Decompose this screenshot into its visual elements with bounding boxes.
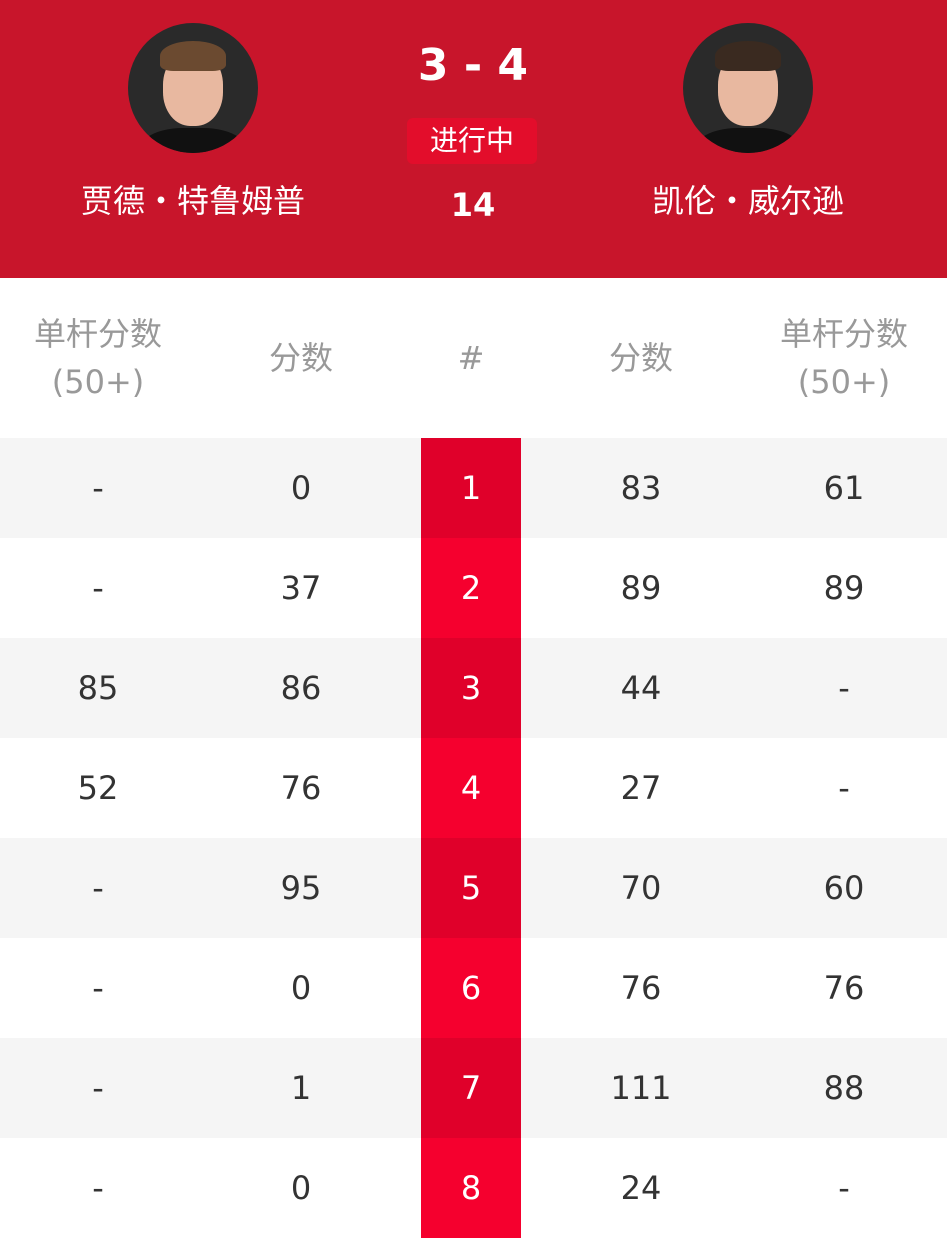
cell-score-right: 44 <box>620 669 662 707</box>
table-header: 单杆分数 (50+) 分数 # 分数 单杆分数 (50+) <box>0 278 947 438</box>
table-row: 85 86 3 44 - <box>0 638 947 738</box>
header-break-right: 单杆分数 (50+) <box>746 278 942 438</box>
match-score: 3 - 4 <box>417 40 529 91</box>
cell-score-left: 37 <box>280 569 322 607</box>
table-row: - 0 1 83 61 <box>0 438 947 538</box>
cell-score-right: 111 <box>610 1069 672 1107</box>
cell-frame-number: 8 <box>421 1138 521 1238</box>
cell-break-left: - <box>92 469 104 507</box>
cell-break-left: - <box>92 1169 104 1207</box>
table-row: - 0 6 76 76 <box>0 938 947 1038</box>
cell-score-right: 70 <box>620 869 662 907</box>
cell-frame-number: 4 <box>421 738 521 838</box>
table-row: 52 76 4 27 - <box>0 738 947 838</box>
cell-frame-number: 3 <box>421 638 521 738</box>
status-badge: 进行中 <box>407 118 537 164</box>
cell-score-left: 86 <box>280 669 322 707</box>
player-left-name: 贾德・特鲁姆普 <box>80 182 305 220</box>
cell-frame-number: 2 <box>421 538 521 638</box>
cell-break-right: - <box>838 1169 850 1207</box>
header-break-left-label: 单杆分数 <box>33 315 162 353</box>
header-break-right-sub: (50+) <box>797 363 891 401</box>
cell-break-left: - <box>92 969 104 1007</box>
cell-break-left: 52 <box>77 769 119 807</box>
player-right-avatar[interactable] <box>683 23 813 153</box>
player-left-avatar[interactable] <box>128 23 258 153</box>
cell-score-right: 89 <box>620 569 662 607</box>
cell-score-right: 83 <box>620 469 662 507</box>
cell-break-left: 85 <box>77 669 119 707</box>
frames-total: 14 <box>450 186 496 224</box>
cell-break-right: - <box>838 669 850 707</box>
cell-score-left: 0 <box>290 1169 312 1207</box>
cell-score-right: 76 <box>620 969 662 1007</box>
cell-score-left: 0 <box>290 469 312 507</box>
cell-break-left: - <box>92 869 104 907</box>
cell-score-left: 0 <box>290 969 312 1007</box>
cell-score-left: 76 <box>280 769 322 807</box>
cell-break-right: 89 <box>823 569 865 607</box>
cell-score-left: 95 <box>280 869 322 907</box>
cell-break-left: - <box>92 569 104 607</box>
header-break-left: 单杆分数 (50+) <box>0 278 196 438</box>
cell-frame-number: 7 <box>421 1038 521 1138</box>
cell-frame-number: 5 <box>421 838 521 938</box>
player-right-name: 凯伦・威尔逊 <box>651 182 844 220</box>
cell-score-right: 24 <box>620 1169 662 1207</box>
header-score-right: 分数 <box>608 339 673 377</box>
cell-break-left: - <box>92 1069 104 1107</box>
cell-score-left: 1 <box>290 1069 312 1107</box>
cell-frame-number: 6 <box>421 938 521 1038</box>
cell-break-right: - <box>838 769 850 807</box>
header-break-left-sub: (50+) <box>51 363 145 401</box>
cell-frame-number: 1 <box>421 438 521 538</box>
header-score-left: 分数 <box>268 339 333 377</box>
match-header: 贾德・特鲁姆普 3 - 4 进行中 14 凯伦・威尔逊 <box>0 0 947 278</box>
cell-break-right: 76 <box>823 969 865 1007</box>
header-break-right-label: 单杆分数 <box>779 315 908 353</box>
cell-break-right: 88 <box>823 1069 865 1107</box>
cell-break-right: 61 <box>823 469 865 507</box>
table-row: - 1 7 111 88 <box>0 1038 947 1138</box>
cell-break-right: 60 <box>823 869 865 907</box>
table-row: - 37 2 89 89 <box>0 538 947 638</box>
header-frame: # <box>457 339 485 377</box>
table-row: - 0 8 24 - <box>0 1138 947 1238</box>
table-row: - 95 5 70 60 <box>0 838 947 938</box>
cell-score-right: 27 <box>620 769 662 807</box>
